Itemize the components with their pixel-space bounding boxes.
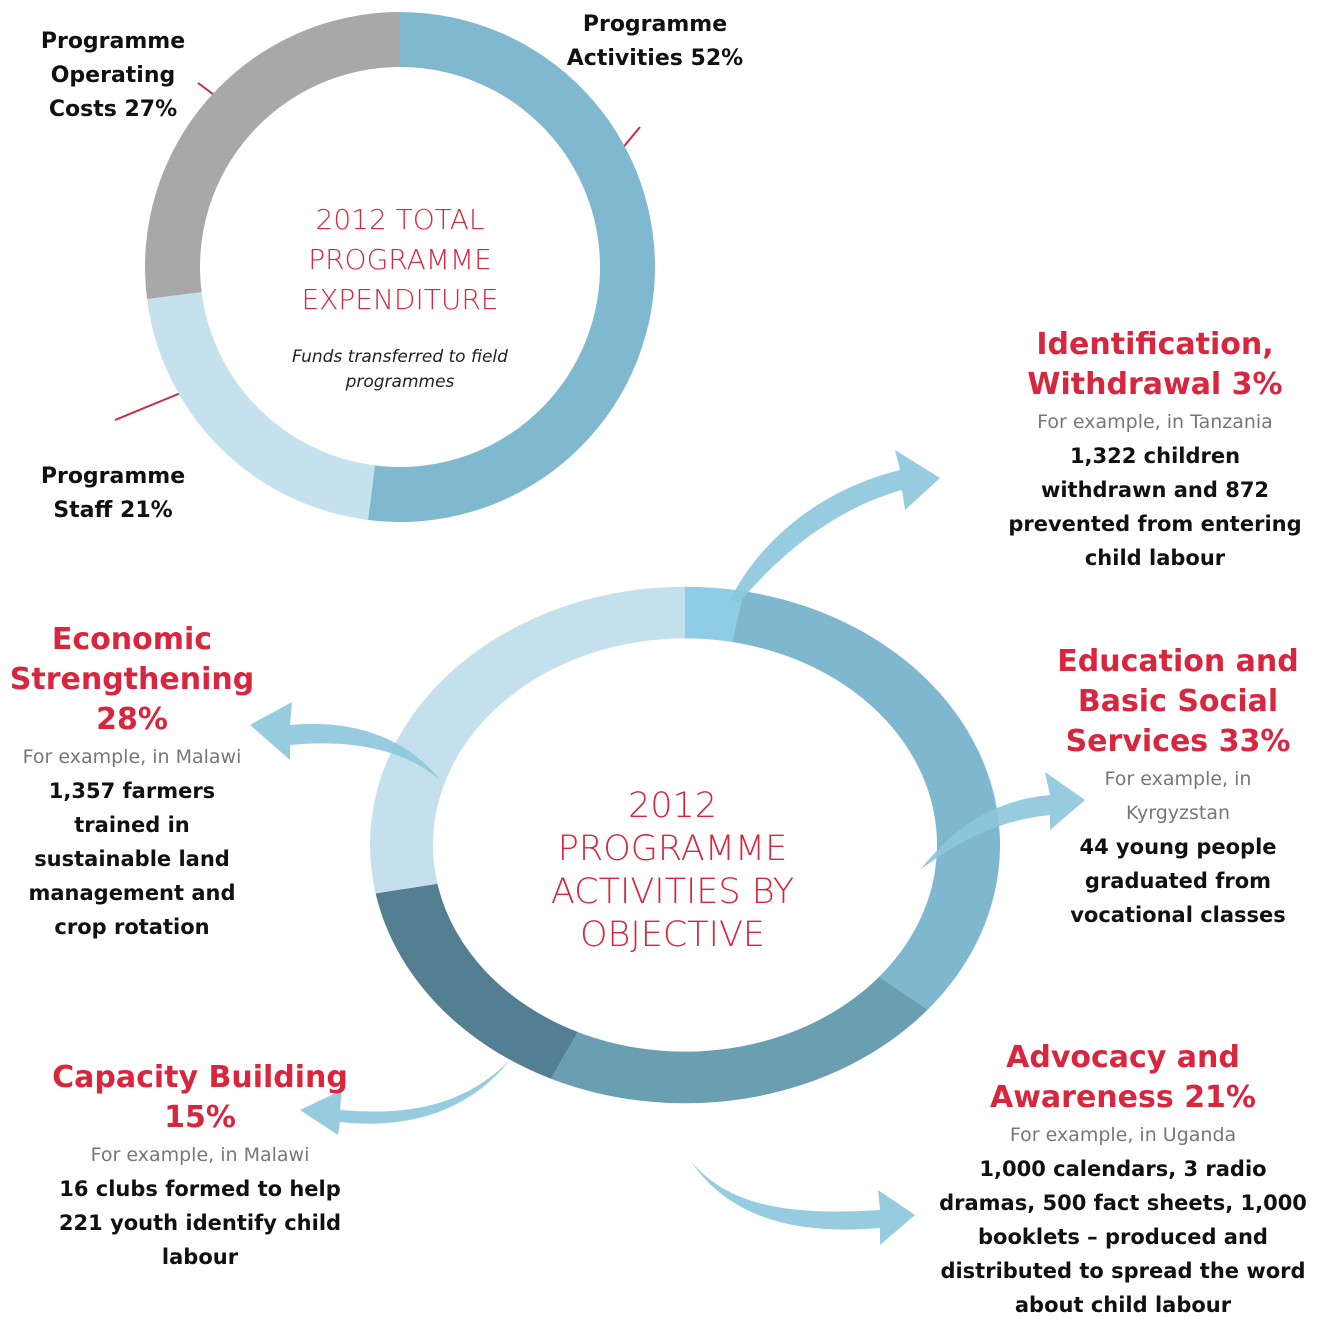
example-detail: 16 clubs formed to help 221 youth identi…	[58, 1177, 342, 1269]
category-name: Capacity Building	[52, 1060, 348, 1095]
donut-segment	[370, 586, 685, 894]
donut-segment	[147, 292, 375, 520]
segment-label: Programme Operating Costs 27%	[23, 25, 203, 127]
chart-title: 2012 PROGRAMME ACTIVITIES BY OBJECTIVE	[550, 786, 795, 955]
arrows	[250, 450, 1085, 1245]
example-place: For example, in Uganda	[1009, 1124, 1237, 1146]
category-name: Education and Basic Social Services	[1057, 644, 1299, 759]
arrow	[300, 1060, 510, 1135]
segment-label: Programme Staff 21%	[23, 460, 203, 528]
example-place: For example, in Malawi	[90, 1144, 310, 1166]
segment-label: Economic Strengthening 28% For example, i…	[7, 620, 257, 944]
example-place: For example, in Malawi	[22, 746, 242, 768]
arrow	[250, 702, 440, 780]
segment-heading: Education and Basic Social Services 33%	[1053, 642, 1303, 762]
donut-segment	[375, 883, 578, 1079]
segment-heading: Programme Activities 52%	[555, 8, 755, 76]
value-label: 21%	[1184, 1080, 1256, 1115]
donut-segment	[368, 12, 655, 522]
segment-heading: Programme Staff 21%	[23, 460, 203, 528]
chart-subtitle: Funds transferred to field programmes	[292, 347, 508, 392]
segment-heading: Economic Strengthening 28%	[7, 620, 257, 740]
category-name: Programme Operating Costs	[40, 29, 186, 122]
donut-segment	[732, 591, 1000, 1010]
segment-label: Programme Activities 52%	[555, 8, 755, 76]
example-place: For example, in Tanzania	[1037, 411, 1273, 433]
category-name: Economic Strengthening	[9, 622, 255, 697]
value-label: 28%	[96, 702, 168, 737]
segment-heading: Identification, Withdrawal 3%	[1005, 325, 1305, 405]
segment-label: Education and Basic Social Services 33% F…	[1053, 642, 1303, 932]
segment-label: Identification, Withdrawal 3% For example…	[1005, 325, 1305, 575]
segment-heading: Programme Operating Costs 27%	[23, 25, 203, 127]
value-label: 21%	[120, 498, 173, 523]
segment-label: Capacity Building 15% For example, in Mal…	[40, 1058, 360, 1274]
segment-heading: Capacity Building 15%	[40, 1058, 360, 1138]
value-label: 3%	[1231, 367, 1283, 402]
example-detail: 44 young people graduated from vocationa…	[1070, 835, 1286, 927]
category-name: Programme Staff	[40, 464, 186, 523]
value-label: 15%	[164, 1100, 236, 1135]
category-name: Advocacy and Awareness	[989, 1040, 1240, 1115]
donut-segment	[145, 12, 400, 299]
category-name: Identification, Withdrawal	[1027, 327, 1274, 402]
value-label: 27%	[124, 97, 178, 122]
example-place: For example, in Kyrgyzstan	[1104, 768, 1252, 824]
category-name: Programme Activities	[566, 12, 728, 71]
value-label: 52%	[690, 46, 744, 71]
donut-segment	[685, 586, 745, 643]
example-detail: 1,000 calendars, 3 radio dramas, 500 fac…	[939, 1157, 1307, 1317]
arrow	[730, 450, 940, 602]
chart-title: 2012 TOTAL PROGRAMME EXPENDITURE	[301, 203, 499, 316]
segment-label: Advocacy and Awareness 21% For example, i…	[933, 1038, 1313, 1319]
example-detail: 1,357 farmers trained in sustainable lan…	[28, 779, 236, 939]
segment-heading: Advocacy and Awareness 21%	[933, 1038, 1313, 1118]
arrow	[690, 1160, 915, 1245]
arrow	[920, 772, 1085, 870]
value-label: 33%	[1218, 724, 1291, 759]
example-detail: 1,322 children withdrawn and 872 prevent…	[1008, 444, 1302, 570]
donut-segment	[550, 976, 928, 1104]
